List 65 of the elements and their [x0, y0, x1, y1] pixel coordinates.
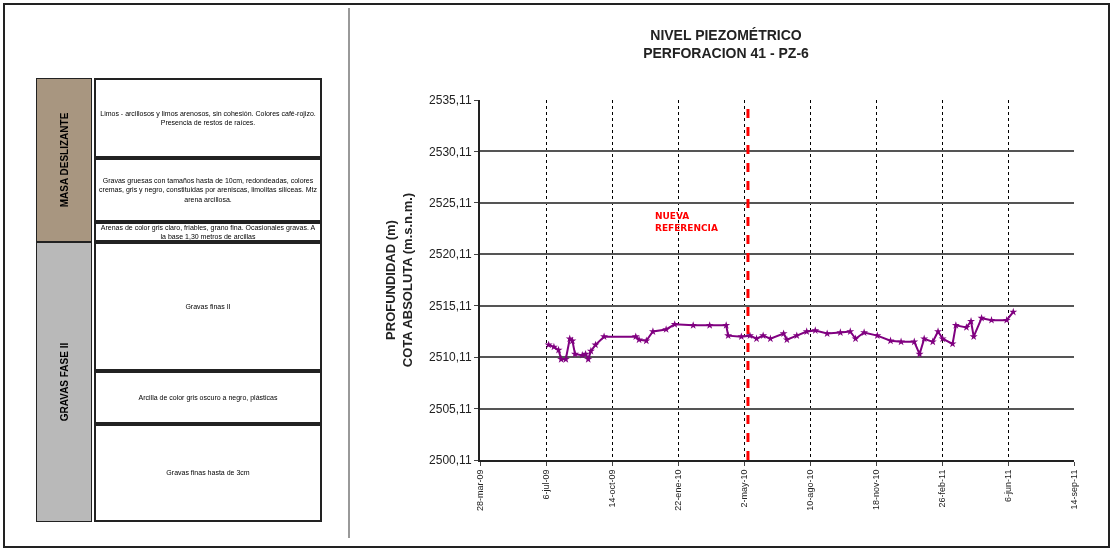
- point: [759, 331, 768, 340]
- x-tick-label: 10-ago-10: [804, 469, 815, 511]
- point: [836, 328, 845, 336]
- point: [737, 332, 746, 341]
- x-tick-label: 22-ene-10: [672, 469, 683, 511]
- point: [600, 332, 609, 341]
- x-tick-label: 2-may-10: [738, 469, 749, 508]
- point: [584, 355, 593, 363]
- x-tick-label: 6-jun-11: [1002, 469, 1013, 502]
- x-tick-label: 28-mar-09: [474, 469, 485, 512]
- y-tick-label: 2500,11: [429, 453, 472, 468]
- point: [642, 336, 651, 345]
- point: [670, 320, 679, 328]
- point: [897, 337, 906, 346]
- point: [873, 331, 882, 340]
- point: [705, 321, 714, 329]
- point: [802, 327, 811, 335]
- point: [752, 334, 761, 343]
- chart-title: NIVEL PIEZOMÉTRICO PERFORACION 41 - PZ-6: [643, 26, 810, 61]
- x-tick-label: 14-oct-09: [606, 469, 617, 508]
- point: [846, 327, 855, 335]
- point: [779, 329, 788, 337]
- point: [635, 335, 644, 344]
- x-tick-label: 6-jul-09: [540, 469, 551, 500]
- ref-line-label: NUEVA REFERENCIA: [655, 211, 718, 233]
- point: [1009, 307, 1018, 316]
- point: [934, 327, 943, 335]
- text: GRAVAS FASE II: [58, 342, 70, 422]
- y-tick-label: 2510,11: [429, 350, 472, 365]
- point: [938, 334, 947, 343]
- point: [951, 321, 960, 329]
- y-tick-label: 2535,11: [429, 93, 472, 108]
- point: [544, 340, 553, 349]
- x-tick-label: 26-feb-11: [936, 469, 947, 508]
- y-tick-label: 2530,11: [429, 144, 472, 159]
- point: [920, 334, 929, 343]
- point: [915, 349, 924, 358]
- point: [792, 331, 801, 340]
- point: [722, 321, 731, 329]
- point: [782, 335, 791, 344]
- point: [648, 327, 657, 335]
- text: MASA DESLIZANTE: [58, 112, 70, 208]
- x-tick-label: 14-sep-11: [1068, 469, 1079, 510]
- y-tick-label: 2505,11: [429, 401, 472, 416]
- point: [860, 328, 869, 336]
- point: [549, 342, 558, 351]
- point: [851, 334, 860, 343]
- point: [571, 349, 580, 358]
- point: [586, 346, 595, 355]
- point: [662, 325, 671, 333]
- point: [977, 313, 986, 322]
- y-tick-label: 2515,11: [429, 298, 472, 313]
- point: [886, 336, 895, 345]
- point: [689, 321, 698, 329]
- point: [631, 332, 640, 341]
- point: [823, 329, 832, 337]
- point: [745, 331, 754, 340]
- y-tick-label: 2525,11: [429, 196, 472, 211]
- x-tick-label: 18-nov-10: [870, 469, 881, 511]
- point: [811, 326, 820, 334]
- y-tick-label: 2520,11: [429, 247, 472, 262]
- y-axis-title: PROFUNDIDAD (m) COTA ABSOLUTA (m.s.n.m.): [382, 192, 415, 368]
- point: [724, 331, 733, 340]
- point: [967, 317, 976, 325]
- point: [766, 334, 775, 343]
